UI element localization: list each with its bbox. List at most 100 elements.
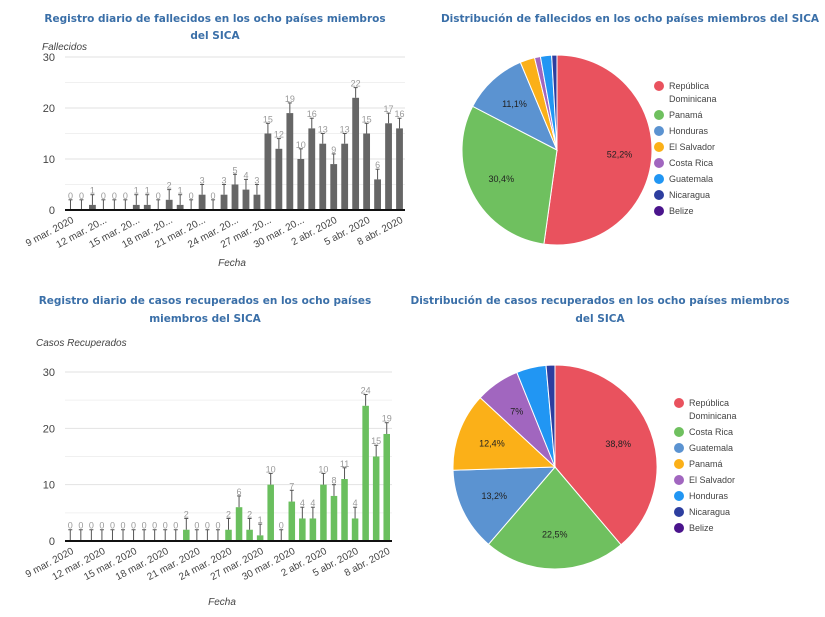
legend-swatch xyxy=(654,190,664,200)
data-label: 13 xyxy=(318,125,328,135)
data-label: 0 xyxy=(121,521,126,531)
pie-slice xyxy=(543,54,653,246)
bar xyxy=(309,518,317,541)
bar xyxy=(319,143,327,210)
bar xyxy=(235,507,243,541)
y-tick-label: 30 xyxy=(43,367,55,379)
y-tick-label: 20 xyxy=(43,103,55,115)
data-label: 2 xyxy=(167,181,172,191)
legend-item: El Salvador xyxy=(654,142,715,152)
data-label: 19 xyxy=(382,414,392,424)
data-label: 4 xyxy=(310,498,315,508)
data-label: 3 xyxy=(200,176,205,186)
bar xyxy=(297,159,305,210)
bar xyxy=(165,199,173,210)
data-label: 4 xyxy=(243,170,248,180)
data-label: 0 xyxy=(68,191,73,201)
legend-swatch xyxy=(674,491,684,501)
data-label: 4 xyxy=(353,498,358,508)
recovered-y-axis-label: Casos Recuperados xyxy=(36,338,127,349)
legend-swatch xyxy=(674,443,684,453)
slice-label: 13,2% xyxy=(482,491,508,501)
deaths-pie: 52,2% 30,4% 11,1% República Dominicana Panamá… xyxy=(461,54,717,246)
data-label: 0 xyxy=(142,521,147,531)
y-tick-label: 20 xyxy=(43,423,55,435)
legend-item: Costa Rica xyxy=(654,158,713,168)
data-label: 0 xyxy=(189,191,194,201)
legend-item: Nicaragua xyxy=(654,190,710,200)
bar xyxy=(264,133,272,210)
data-label: 2 xyxy=(184,509,189,519)
data-label: 1 xyxy=(145,186,150,196)
data-label: 0 xyxy=(156,191,161,201)
data-label: 0 xyxy=(205,521,210,531)
legend-item: República Dominicana xyxy=(654,81,717,104)
data-label: 0 xyxy=(279,521,284,531)
bar xyxy=(267,484,274,541)
pie-slice xyxy=(452,466,557,546)
deaths-pie-title: Distribución de fallecidos en los ocho p… xyxy=(441,13,820,25)
bar xyxy=(396,128,403,210)
legend-item: El Salvador xyxy=(674,475,735,485)
data-label: 2 xyxy=(247,509,252,519)
bar xyxy=(246,529,253,541)
data-label: 12 xyxy=(274,130,284,140)
data-label: 6 xyxy=(375,160,380,170)
data-label: 0 xyxy=(89,521,94,531)
bar xyxy=(308,128,316,210)
legend-label: República xyxy=(689,398,729,408)
data-label: 15 xyxy=(263,114,273,124)
bar xyxy=(253,194,261,210)
pie-slice xyxy=(471,61,558,152)
legend-swatch xyxy=(654,158,664,168)
bar xyxy=(143,204,151,210)
data-label: 0 xyxy=(211,191,216,201)
legend-item: Panamá xyxy=(674,459,723,469)
legend-label: Dominicana xyxy=(689,411,737,421)
deaths-bar-title-line-1: Registro diario de fallecidos en los och… xyxy=(44,13,385,25)
legend-item: Honduras xyxy=(674,491,729,501)
recovered-pie-chart: Distribución de casos recuperados en los… xyxy=(410,295,790,570)
data-label: 0 xyxy=(173,521,178,531)
slice-label: 30,4% xyxy=(489,174,515,184)
deaths-bar-chart: Registro diario de fallecidos en los och… xyxy=(24,13,405,269)
legend-label: Guatemala xyxy=(689,443,733,453)
legend-swatch xyxy=(674,523,684,533)
y-tick-label: 10 xyxy=(43,480,55,492)
pie-slice xyxy=(452,396,557,471)
data-label: 1 xyxy=(258,515,263,525)
bar xyxy=(363,133,371,210)
bar xyxy=(385,123,392,210)
data-label: 24 xyxy=(361,386,371,396)
y-tick-label: 0 xyxy=(49,536,55,548)
bar xyxy=(242,189,250,210)
bar xyxy=(183,529,190,541)
bar xyxy=(341,479,348,541)
bar xyxy=(198,194,206,210)
data-label: 0 xyxy=(131,521,136,531)
data-label: 0 xyxy=(163,521,168,531)
data-label: 0 xyxy=(78,521,83,531)
legend-label: Guatemala xyxy=(669,174,713,184)
deaths-bar-title-line-2: del SICA xyxy=(190,30,240,42)
bar xyxy=(352,97,360,210)
bar xyxy=(288,501,296,541)
data-label: 9 xyxy=(331,145,336,155)
bar xyxy=(225,529,232,541)
legend-swatch xyxy=(654,110,664,120)
legend-item: Belize xyxy=(674,523,714,533)
legend-label: Belize xyxy=(669,206,694,216)
data-label: 0 xyxy=(110,521,115,531)
bar xyxy=(362,405,369,541)
data-label: 0 xyxy=(215,521,220,531)
bar xyxy=(330,495,338,541)
data-label: 1 xyxy=(90,186,95,196)
data-label: 0 xyxy=(112,191,117,201)
deaths-pie-chart: Distribución de fallecidos en los ocho p… xyxy=(441,13,820,246)
bar xyxy=(256,535,264,541)
legend-label: El Salvador xyxy=(689,475,735,485)
data-label: 6 xyxy=(237,487,242,497)
recovered-pie-title-line-2: del SICA xyxy=(575,313,625,325)
deaths-y-axis-label: Fallecidos xyxy=(42,42,87,53)
legend-swatch xyxy=(654,142,664,152)
